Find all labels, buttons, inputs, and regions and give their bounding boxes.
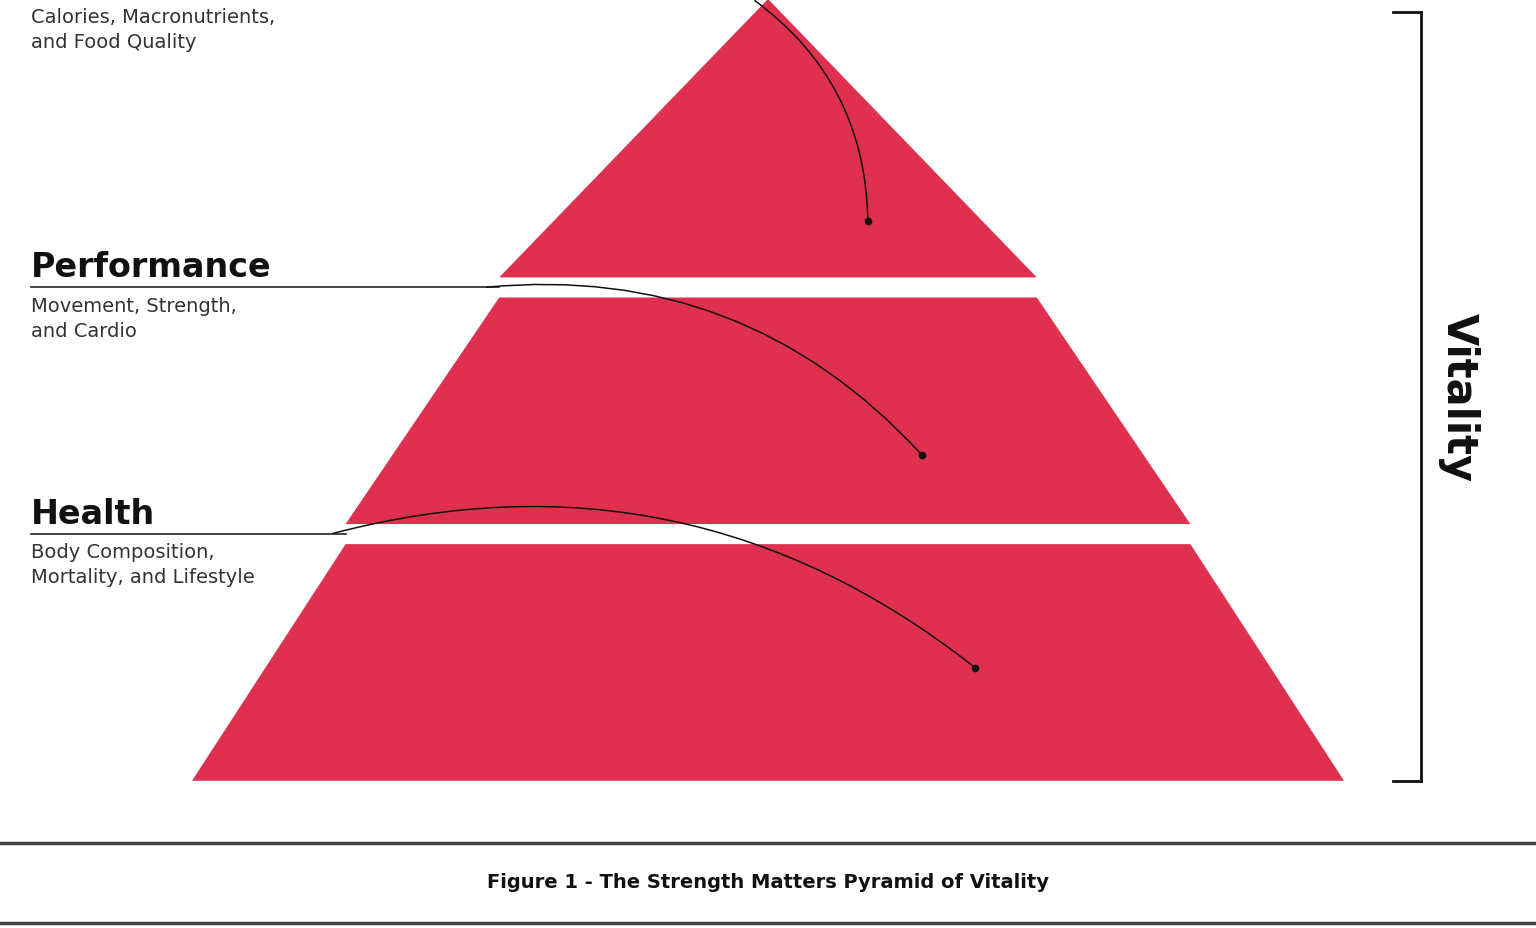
Text: Figure 1 - The Strength Matters Pyramid of Vitality: Figure 1 - The Strength Matters Pyramid … [487,872,1049,891]
Polygon shape [499,0,1037,278]
Text: Performance: Performance [31,251,272,284]
Text: Calories, Macronutrients,
and Food Quality: Calories, Macronutrients, and Food Quali… [31,8,275,52]
Polygon shape [192,545,1344,781]
Text: Body Composition,
Mortality, and Lifestyle: Body Composition, Mortality, and Lifesty… [31,543,255,586]
Text: Vitality: Vitality [1438,312,1481,482]
Polygon shape [346,298,1190,524]
Text: Health: Health [31,497,155,531]
Text: Movement, Strength,
and Cardio: Movement, Strength, and Cardio [31,297,237,341]
